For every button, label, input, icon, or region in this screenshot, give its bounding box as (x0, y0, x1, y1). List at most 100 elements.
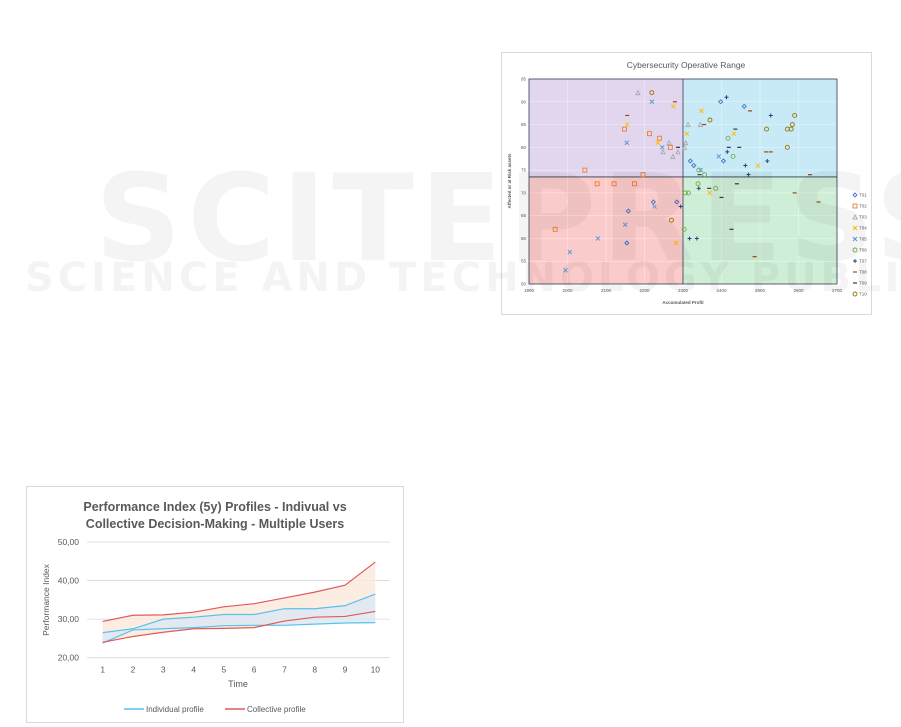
data-point-t04 (699, 108, 704, 114)
data-point-t05 (567, 249, 573, 255)
legend-label-t08: T08 (859, 270, 867, 275)
data-point-t02 (622, 126, 627, 132)
data-point-t04 (671, 103, 676, 109)
data-point-t10 (789, 122, 795, 128)
data-point-t02 (647, 131, 652, 137)
data-point-t03 (675, 148, 681, 155)
data-point-t01 (687, 158, 693, 164)
line-chart: Performance Index (5y) Profiles - Indivu… (26, 486, 404, 723)
y-tick-label: 20,00 (58, 653, 80, 663)
band-collective (102, 562, 376, 643)
y-axis-label: Performance Index (41, 563, 51, 636)
data-point-t01 (691, 162, 697, 169)
data-point-t02 (582, 167, 588, 173)
y-tick-label: 30,00 (58, 614, 80, 624)
data-point-t03 (681, 144, 688, 150)
x-tick-label: 9 (343, 665, 348, 675)
scatter-chart-svg: Cybersecurity Operative Range Accumulate… (507, 60, 867, 305)
data-point-t02 (611, 181, 617, 187)
chart-title-line-1: Performance Index (5y) Profiles - Indivu… (83, 500, 346, 514)
data-point-t06 (681, 226, 687, 232)
x-tick-label: 2000 (562, 288, 573, 293)
data-point-t06 (730, 153, 736, 159)
legend-marker-t02 (852, 203, 858, 209)
data-point-t04 (755, 163, 761, 168)
data-point-t03 (666, 139, 672, 146)
data-point-t07 (768, 113, 773, 118)
data-point-t05 (649, 99, 655, 105)
data-point-t05 (659, 144, 665, 150)
y-tick-label: 75 (521, 168, 527, 173)
y-tick-label: 60 (521, 236, 527, 241)
legend-label-t01: T01 (859, 193, 867, 198)
legend-collective: Collective profile (247, 705, 306, 714)
data-point-t02 (640, 172, 646, 178)
line-collective-upper (102, 561, 376, 623)
legend-marker-t07 (853, 259, 857, 263)
data-point-t03 (697, 121, 703, 127)
x-tick-label: 2700 (832, 288, 843, 293)
data-point-t04 (731, 131, 737, 137)
data-point-t05 (622, 222, 628, 228)
data-point-t07 (696, 186, 701, 191)
data-point-t02 (552, 226, 558, 232)
data-point-t06 (702, 172, 708, 178)
data-point-t10 (649, 90, 655, 96)
data-point-t05 (624, 140, 630, 146)
legend-marker-t10 (852, 291, 858, 297)
legend-individual: Individual profile (146, 705, 204, 714)
legend-label-t07: T07 (859, 259, 867, 264)
data-point-t10 (668, 217, 674, 223)
data-point-t02 (594, 181, 600, 187)
data-point-t10 (784, 144, 790, 150)
data-point-t04 (655, 140, 661, 146)
data-point-t03 (635, 89, 641, 96)
x-tick-label: 3 (161, 665, 166, 675)
legend-label-t09: T09 (859, 281, 867, 286)
data-point-t01 (650, 199, 656, 205)
data-point-t07 (765, 159, 770, 163)
data-point-t03 (660, 148, 666, 155)
chart-title-line-2: Collective Decision-Making - Multiple Us… (86, 517, 344, 531)
data-point-t07 (687, 236, 692, 241)
data-point-t02 (632, 181, 637, 187)
data-point-t01 (720, 158, 727, 164)
y-tick-label: 90 (521, 99, 527, 104)
data-point-t02 (657, 135, 662, 141)
legend-marker-t01 (852, 192, 858, 198)
data-point-t06 (682, 190, 688, 196)
data-point-t07 (724, 95, 729, 100)
legend-marker-t03 (852, 214, 858, 220)
data-point-t03 (670, 153, 676, 159)
data-point-t06 (713, 185, 719, 191)
x-tick-label: 2300 (678, 288, 689, 293)
legend-label-t03: T03 (859, 215, 867, 220)
y-tick-label: 80 (521, 145, 527, 150)
data-point-t05 (595, 236, 601, 241)
data-point-t10 (792, 112, 798, 118)
y-tick-label: 65 (521, 213, 527, 218)
y-tick-label: 50,00 (58, 537, 80, 547)
x-tick-label: 10 (371, 665, 381, 675)
data-point-t06 (696, 167, 702, 173)
line-individual-upper (102, 593, 376, 634)
x-tick-label: 4 (191, 665, 196, 675)
y-axis-label: Affected or at Risk assets (507, 153, 512, 209)
x-tick-label: 1900 (524, 288, 535, 293)
data-point-t03 (685, 121, 691, 127)
y-tick-label: 50 (521, 282, 527, 287)
x-tick-label: 8 (312, 665, 317, 675)
y-tick-label: 55 (521, 259, 527, 264)
legend-label-t04: T04 (859, 226, 867, 231)
x-tick-label: 5 (221, 665, 226, 675)
x-tick-label: 1 (100, 665, 105, 675)
data-point-t04 (684, 131, 690, 137)
y-tick-label: 70 (521, 190, 527, 195)
x-tick-label: 2400 (716, 288, 727, 293)
y-tick-label: 95 (521, 77, 527, 82)
x-axis-label: Accumulated Profit (662, 300, 704, 305)
data-point-t01 (674, 199, 680, 205)
line-individual-lower (102, 622, 376, 644)
data-point-t01 (741, 103, 747, 109)
legend-marker-t04 (852, 225, 858, 231)
